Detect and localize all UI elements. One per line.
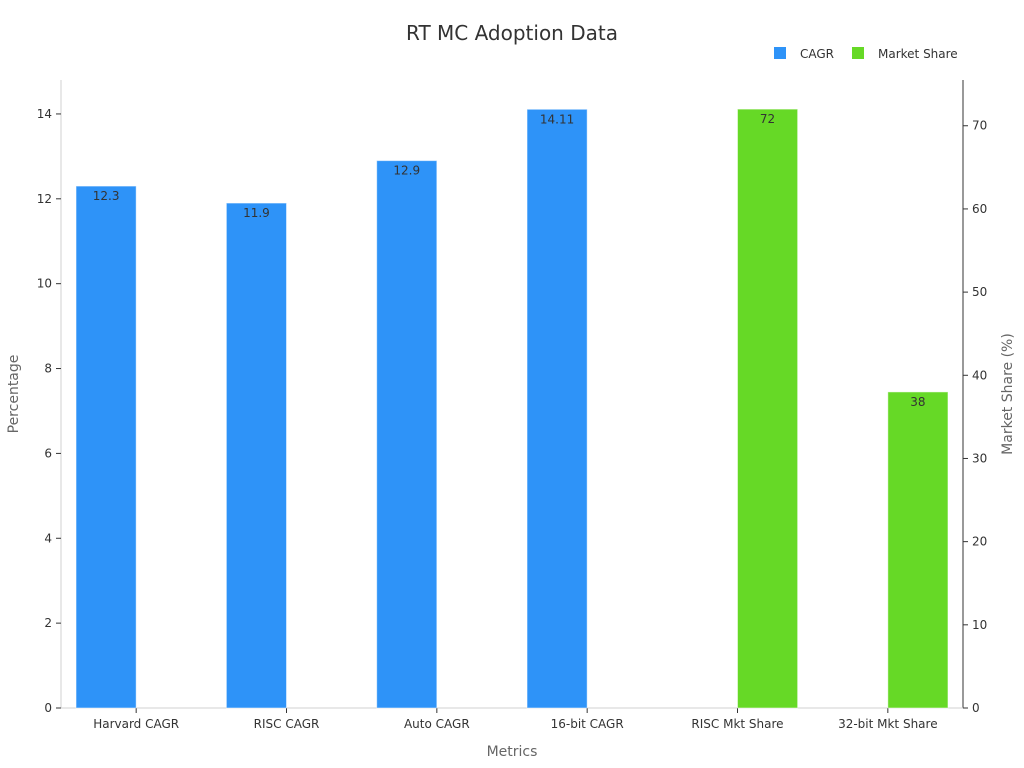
y-left-tick-label-10: 10: [37, 277, 52, 291]
y-axis-right-label: Market Share (%): [1000, 333, 1016, 455]
cagr-bar-risc-cagr-label: 11.9: [243, 206, 270, 220]
market-share-bar-32-bit-mkt-share-label: 38: [910, 395, 925, 409]
legend-label-market-share: Market Share: [878, 47, 958, 61]
y-right-tick-label-70: 70: [972, 119, 987, 133]
y-axis-right-ticks: 0 10 20 30 40 50 60 70: [963, 119, 987, 715]
x-axis-ticks: Harvard CAGR RISC CAGR Auto CAGR 16-bit CAG…: [93, 708, 938, 731]
cagr-bar-harvard-cagr: [75, 185, 137, 709]
y-right-tick-label-10: 10: [972, 618, 987, 632]
y-left-tick-label-2: 2: [44, 616, 52, 630]
y-axis-left-ticks: 0 2 4 6 8 10 12 14: [37, 107, 61, 715]
market-share-bar-risc-mkt-share: [737, 108, 799, 709]
legend: CAGR Market Share: [774, 47, 958, 61]
x-tick-label-risc-cagr: RISC CAGR: [254, 717, 320, 731]
y-right-tick-label-50: 50: [972, 285, 987, 299]
y-left-tick-label-14: 14: [37, 107, 52, 121]
y-right-tick-label-0: 0: [972, 701, 980, 715]
x-tick-label-harvard-cagr: Harvard CAGR: [93, 717, 179, 731]
cagr-bar-16-bit-cagr: [526, 108, 588, 709]
y-axis-left-label: Percentage: [6, 355, 22, 434]
y-right-tick-label-60: 60: [972, 202, 987, 216]
y-left-tick-label-12: 12: [37, 192, 52, 206]
y-left-tick-label-8: 8: [44, 362, 52, 376]
legend-label-cagr: CAGR: [800, 47, 834, 61]
cagr-bar-16-bit-cagr-label: 14.11: [540, 112, 574, 126]
y-left-tick-label-4: 4: [44, 531, 52, 545]
bars: 12.3 11.9 12.9 14.11 72 38: [75, 108, 949, 709]
chart-title: RT MC Adoption Data: [406, 21, 618, 45]
y-right-tick-label-30: 30: [972, 451, 987, 465]
x-tick-label-risc-mkt-share: RISC Mkt Share: [691, 717, 783, 731]
market-share-bar-risc-mkt-share-label: 72: [760, 112, 775, 126]
cagr-bar-auto-cagr-label: 12.9: [393, 164, 420, 178]
y-right-tick-label-40: 40: [972, 368, 987, 382]
y-left-tick-label-0: 0: [44, 701, 52, 715]
x-tick-label-16-bit-cagr: 16-bit CAGR: [551, 717, 624, 731]
cagr-bar-risc-cagr: [225, 202, 288, 709]
cagr-bar-harvard-cagr-label: 12.3: [93, 189, 120, 203]
y-left-tick-label-6: 6: [44, 446, 52, 460]
x-axis-label: Metrics: [487, 744, 538, 760]
x-tick-label-auto-cagr: Auto CAGR: [404, 717, 470, 731]
market-share-bar-32-bit-mkt-share: [887, 391, 949, 709]
cagr-bar-auto-cagr: [376, 160, 438, 709]
x-tick-label-32-bit-mkt-share: 32-bit Mkt Share: [838, 717, 938, 731]
legend-swatch-cagr: [774, 47, 786, 59]
y-right-tick-label-20: 20: [972, 535, 987, 549]
legend-swatch-market-share: [852, 47, 864, 59]
